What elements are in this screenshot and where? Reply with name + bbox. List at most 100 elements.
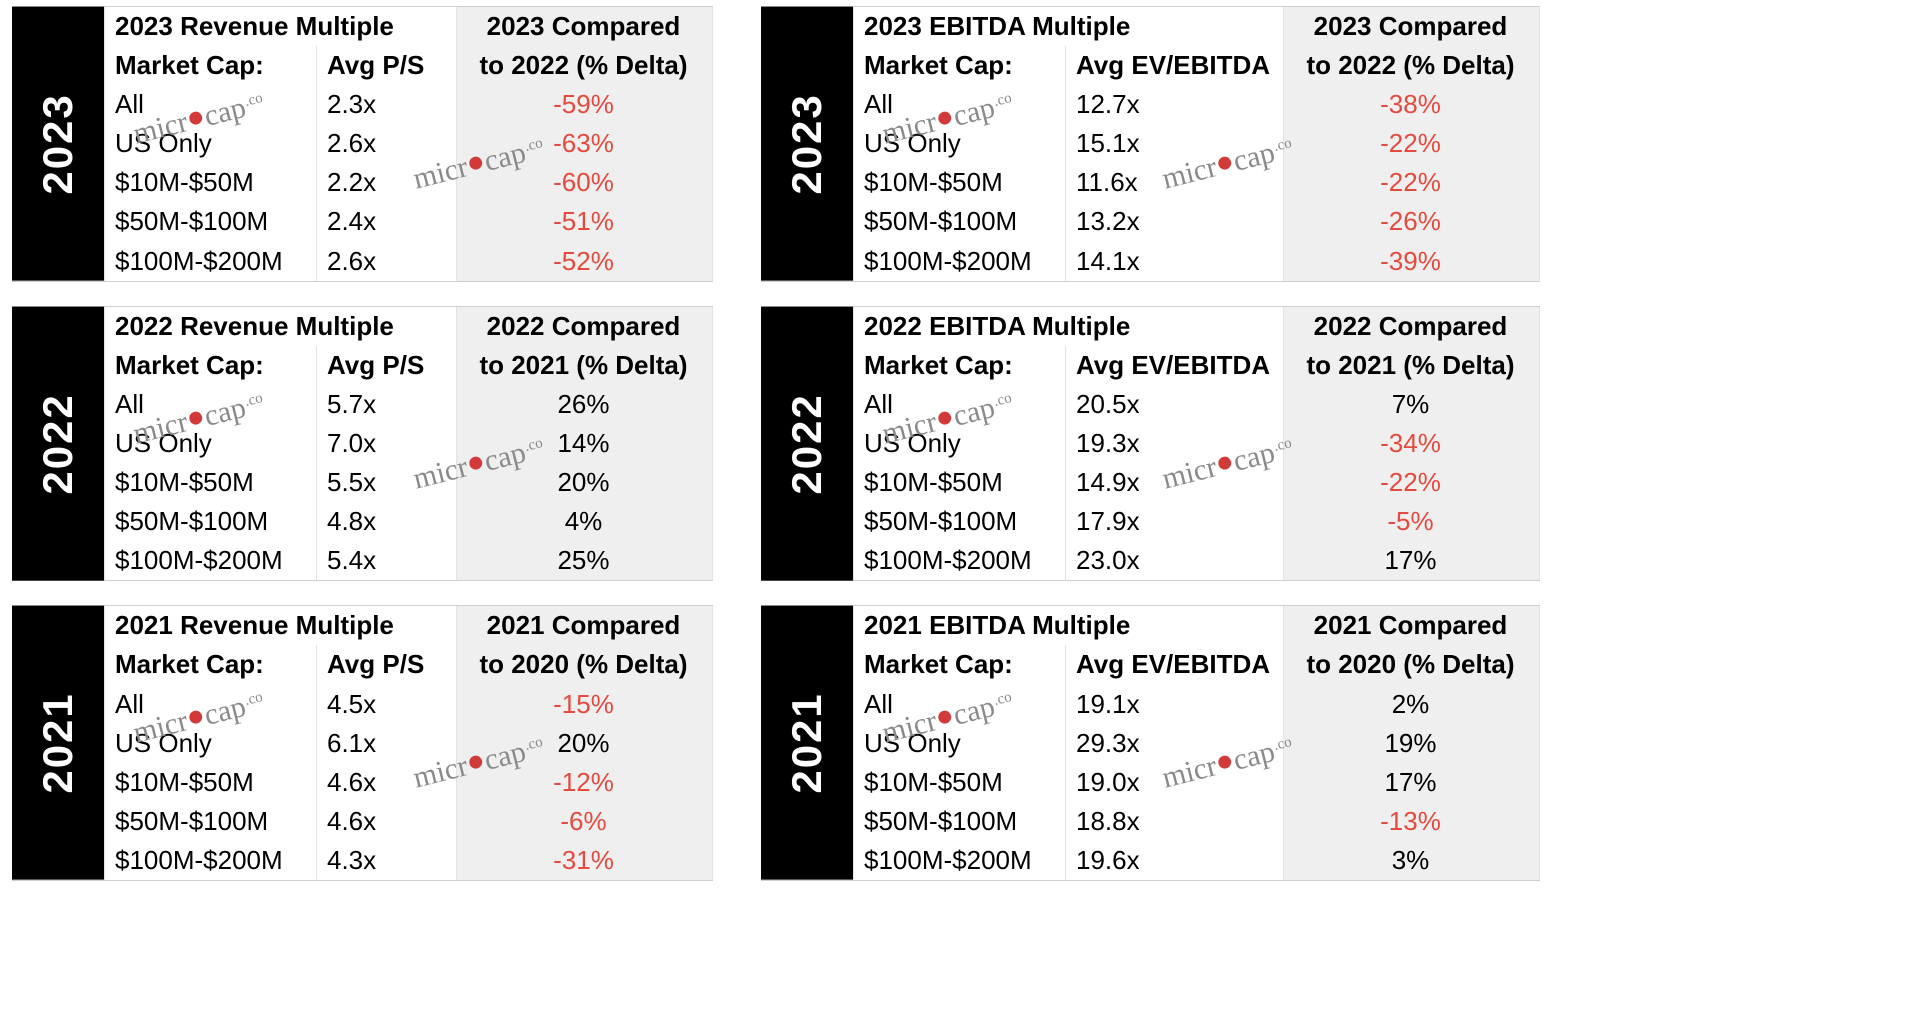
header-metric: Avg EV/EBITDA (1066, 46, 1284, 85)
cell-delta: -26% (1284, 202, 1540, 241)
cell-category: $50M-$100M (854, 802, 1066, 841)
table-row: $10M-$50M14.9x-22% (854, 463, 1540, 502)
cell-category: All (105, 85, 317, 124)
cell-category: $10M-$50M (105, 163, 317, 202)
cell-category: $10M-$50M (854, 463, 1066, 502)
right-panel: 20222022 EBITDA Multiple2022 ComparedMar… (761, 306, 1540, 582)
cell-category: $10M-$50M (105, 763, 317, 802)
cell-category: $100M-$200M (105, 242, 317, 281)
table-row: $100M-$200M4.3x-31% (105, 841, 713, 880)
delta-header-l2: to 2022 (% Delta) (457, 46, 713, 85)
cell-value: 7.0x (317, 424, 457, 463)
cell-value: 4.3x (317, 841, 457, 880)
table-row: All2.3x-59% (105, 85, 713, 124)
cell-category: $50M-$100M (105, 802, 317, 841)
cell-value: 19.3x (1066, 424, 1284, 463)
cell-delta: 20% (457, 463, 713, 502)
table-row: $10M-$50M5.5x20% (105, 463, 713, 502)
cell-category: $10M-$50M (854, 163, 1066, 202)
panel-gap (725, 605, 749, 881)
header-market-cap: Market Cap: (854, 46, 1066, 85)
cell-value: 29.3x (1066, 724, 1284, 763)
cell-category: $100M-$200M (854, 841, 1066, 880)
cell-value: 4.6x (317, 763, 457, 802)
cell-delta: 17% (1284, 763, 1540, 802)
cell-category: All (105, 385, 317, 424)
table-title: 2022 EBITDA Multiple (854, 307, 1284, 346)
cell-value: 13.2x (1066, 202, 1284, 241)
delta-header-l1: 2021 Compared (457, 606, 713, 645)
table-row: All19.1x2% (854, 685, 1540, 724)
header-metric: Avg P/S (317, 645, 457, 684)
cell-value: 6.1x (317, 724, 457, 763)
cell-delta: -5% (1284, 502, 1540, 541)
cell-category: $100M-$200M (854, 541, 1066, 580)
cell-delta: -60% (457, 163, 713, 202)
year-tab: 2022 (761, 307, 853, 581)
left-table: 2022 Revenue Multiple2022 ComparedMarket… (104, 307, 713, 581)
left-table: 2023 Revenue Multiple2023 ComparedMarket… (104, 7, 713, 281)
cell-category: All (854, 685, 1066, 724)
cell-delta: -38% (1284, 85, 1540, 124)
cell-value: 2.3x (317, 85, 457, 124)
cell-delta: 7% (1284, 385, 1540, 424)
cell-delta: 26% (457, 385, 713, 424)
cell-category: All (105, 685, 317, 724)
cell-value: 2.2x (317, 163, 457, 202)
table-row: All12.7x-38% (854, 85, 1540, 124)
cell-delta: -59% (457, 85, 713, 124)
header-metric: Avg EV/EBITDA (1066, 645, 1284, 684)
table-row: All20.5x7% (854, 385, 1540, 424)
cell-value: 20.5x (1066, 385, 1284, 424)
cell-delta: 20% (457, 724, 713, 763)
delta-header-l1: 2023 Compared (1284, 7, 1540, 46)
cell-value: 19.1x (1066, 685, 1284, 724)
table-title: 2023 EBITDA Multiple (854, 7, 1284, 46)
header-metric: Avg EV/EBITDA (1066, 346, 1284, 385)
table-row: $50M-$100M4.8x4% (105, 502, 713, 541)
cell-delta: 4% (457, 502, 713, 541)
table-row: $100M-$200M19.6x3% (854, 841, 1540, 880)
cell-value: 5.4x (317, 541, 457, 580)
table-row: US Only19.3x-34% (854, 424, 1540, 463)
table-row: $100M-$200M14.1x-39% (854, 242, 1540, 281)
delta-header-l1: 2022 Compared (1284, 307, 1540, 346)
cell-delta: -12% (457, 763, 713, 802)
cell-category: US Only (105, 424, 317, 463)
left-panel: 20232023 Revenue Multiple2023 ComparedMa… (12, 6, 713, 282)
header-metric: Avg P/S (317, 346, 457, 385)
table-row: $100M-$200M23.0x17% (854, 541, 1540, 580)
cell-category: $100M-$200M (105, 541, 317, 580)
table-row: All4.5x-15% (105, 685, 713, 724)
table-row: US Only15.1x-22% (854, 124, 1540, 163)
header-market-cap: Market Cap: (105, 46, 317, 85)
right-table: 2023 EBITDA Multiple2023 Compared Market … (853, 7, 1540, 281)
cell-value: 19.6x (1066, 841, 1284, 880)
cell-value: 2.6x (317, 124, 457, 163)
cell-delta: 19% (1284, 724, 1540, 763)
cell-category: All (854, 385, 1066, 424)
cell-delta: -22% (1284, 163, 1540, 202)
right-panel: 20212021 EBITDA Multiple2021 ComparedMar… (761, 605, 1540, 881)
delta-header-l2: to 2020 (% Delta) (1284, 645, 1540, 684)
cell-delta: -22% (1284, 124, 1540, 163)
cell-value: 12.7x (1066, 85, 1284, 124)
header-market-cap: Market Cap: (105, 346, 317, 385)
table-title: 2021 EBITDA Multiple (854, 606, 1284, 645)
table-row: US Only29.3x19% (854, 724, 1540, 763)
right-table: 2021 EBITDA Multiple2021 ComparedMarket … (853, 606, 1540, 880)
table-title: 2021 Revenue Multiple (105, 606, 457, 645)
cell-delta: -31% (457, 841, 713, 880)
year-tab: 2021 (12, 606, 104, 880)
delta-header-l1: 2021 Compared (1284, 606, 1540, 645)
panel-gap (725, 6, 749, 282)
cell-delta: 17% (1284, 541, 1540, 580)
table-row: US Only6.1x20% (105, 724, 713, 763)
cell-delta: 2% (1284, 685, 1540, 724)
cell-category: All (854, 85, 1066, 124)
cell-delta: 14% (457, 424, 713, 463)
cell-delta: -34% (1284, 424, 1540, 463)
table-row: All5.7x26% (105, 385, 713, 424)
cell-category: US Only (105, 724, 317, 763)
cell-category: $100M-$200M (105, 841, 317, 880)
